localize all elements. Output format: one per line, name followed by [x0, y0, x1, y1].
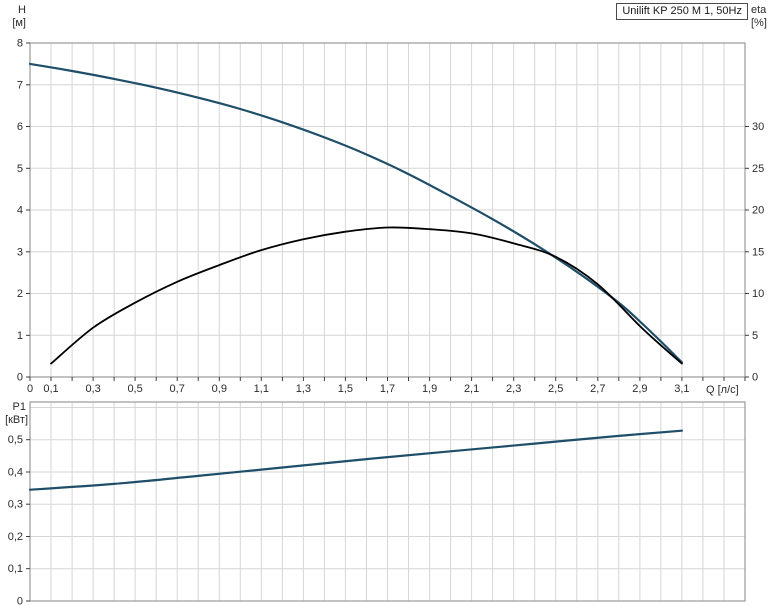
p1-axis-unit-kwt: [кВт] [5, 414, 28, 426]
y-right-tick-label: 20 [752, 205, 764, 217]
y-left-tick-label: 6 [17, 121, 23, 133]
y-left-tick-label: 8 [17, 38, 23, 50]
x-tick-label: 2,3 [506, 383, 521, 395]
x-tick-label: 1,9 [422, 383, 437, 395]
y-left-tick-label: 5 [17, 163, 23, 175]
y-left-tick-label: 0,3 [8, 499, 23, 511]
x-tick-label: 1,3 [296, 383, 311, 395]
plot-border [29, 401, 746, 602]
chart-title-box: Unilift KP 250 M 1, 50Hz [616, 3, 748, 20]
hq-eta-chart: 0 0,1 0,3 0,5 0,7 0,9 1,1 1,3 1,5 1,7 1,9 2,1 2,3 2,5… [17, 38, 764, 396]
x-axis-label-q: Q [л/с] [706, 384, 739, 396]
p1-chart: 0 0,1 0,2 0,3 0,4 0,5 [8, 401, 746, 608]
x-tick-label: 2,9 [632, 383, 647, 395]
right-axis-label-eta: eta [751, 4, 767, 16]
x-tick-label: 0,1 [43, 383, 58, 395]
gridlines [30, 402, 745, 601]
y-left-tick-label: 1 [17, 330, 23, 342]
x-tick-label: 1,1 [254, 383, 269, 395]
axis-tick-labels: 0 0,1 0,3 0,5 0,7 0,9 1,1 1,3 1,5 1,7 1,9 2,1 2,3 2,5… [17, 38, 764, 396]
left-axis-label-h: H [18, 4, 26, 16]
y-right-tick-label: 5 [752, 330, 758, 342]
p1-input-power-curve [28, 429, 683, 491]
axis-ticks [26, 439, 30, 602]
y-left-tick-label: 3 [17, 246, 23, 258]
y-left-tick-label: 0 [17, 596, 23, 608]
y-left-tick-label: 4 [17, 205, 23, 217]
chart-title: Unilift KP 250 M 1, 50Hz [622, 5, 742, 17]
x-tick-label: 0,3 [85, 383, 100, 395]
x-tick-label: 1,7 [380, 383, 395, 395]
axis-tick-labels: 0 0,1 0,2 0,3 0,4 0,5 [8, 434, 23, 607]
y-right-tick-label: 15 [752, 246, 764, 258]
y-left-tick-label: 0,5 [8, 434, 23, 446]
y-left-tick-label: 0 [17, 372, 23, 384]
right-axis-unit-percent: [%] [751, 17, 767, 29]
x-tick-label: 2,1 [464, 383, 479, 395]
x-tick-label: 0 [27, 383, 33, 395]
y-left-tick-label: 0,2 [8, 531, 23, 543]
y-right-tick-label: 10 [752, 288, 764, 300]
x-tick-label: 0,7 [170, 383, 185, 395]
left-axis-unit-m: [м] [12, 17, 26, 29]
p1-axis-label: P1 [12, 401, 26, 413]
y-right-tick-label: 25 [752, 163, 764, 175]
y-left-tick-label: 0,4 [8, 467, 23, 479]
x-tick-label: 2,7 [590, 383, 605, 395]
y-right-tick-label: 30 [752, 121, 764, 133]
axis-ticks [26, 42, 749, 381]
y-right-tick-label: 0 [752, 372, 758, 384]
gridlines [30, 43, 745, 377]
x-tick-label: 1,5 [338, 383, 353, 395]
y-left-tick-label: 7 [17, 79, 23, 91]
h-q-head-curve [28, 62, 683, 364]
y-left-tick-label: 0,1 [8, 563, 23, 575]
eta-efficiency-curve [50, 226, 683, 365]
x-tick-label: 0,9 [212, 383, 227, 395]
x-tick-label: 0,5 [127, 383, 142, 395]
x-tick-label: 3,1 [674, 383, 689, 395]
y-left-tick-label: 2 [17, 288, 23, 300]
x-tick-label: 2,5 [548, 383, 563, 395]
